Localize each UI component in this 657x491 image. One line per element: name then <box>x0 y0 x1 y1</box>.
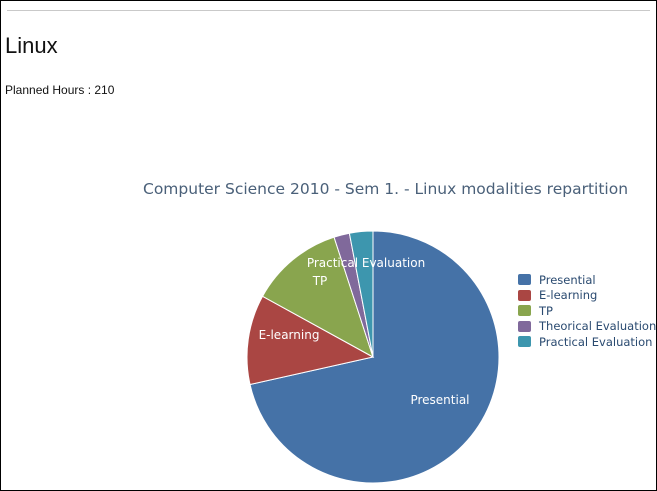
pie-slice-e-learning[interactable] <box>246 295 375 386</box>
page-title: Linux <box>5 33 58 58</box>
legend-item-practical-evaluation[interactable]: Practical Evaluation <box>518 334 656 350</box>
legend-item-tp[interactable]: TP <box>518 303 656 319</box>
legend-swatch <box>518 305 531 317</box>
slice-label-e-learning: E-learning <box>259 328 320 342</box>
legend-item-presential[interactable]: Presential <box>518 272 656 288</box>
pie-slice-tp[interactable] <box>261 236 374 359</box>
legend-swatch <box>518 289 531 301</box>
top-divider <box>7 10 650 11</box>
slice-label-tp: TP <box>312 274 328 288</box>
legend-item-e-learning[interactable]: E-learning <box>518 288 656 304</box>
pie-slices <box>246 230 500 484</box>
legend-label: TP <box>539 303 553 318</box>
legend-swatch <box>518 274 531 286</box>
chart-title: Computer Science 2010 - Sem 1. - Linux m… <box>143 180 629 198</box>
pie-slice-practical-evaluation[interactable] <box>348 230 374 358</box>
pie-slice-presential[interactable] <box>249 230 500 484</box>
slice-label-practical-evaluation: Practical Evaluation <box>307 256 425 270</box>
legend-swatch <box>518 320 531 332</box>
slice-label-presential: Presential <box>410 393 469 407</box>
legend-label: Presential <box>539 272 596 287</box>
chart-legend: Presential E-learning TP Theorical Evaluati… <box>518 272 656 350</box>
legend-label: Theorical Evaluation <box>539 319 657 334</box>
planned-hours: Planned Hours : 210 <box>5 83 115 97</box>
legend-label: Practical Evaluation <box>539 334 653 349</box>
legend-label: E-learning <box>539 288 598 303</box>
legend-swatch <box>518 336 531 348</box>
legend-item-theorical-evaluation[interactable]: Theorical Evaluation <box>518 319 656 335</box>
pie-labels: Presential E-learning TP Practical Evaluati… <box>259 256 470 407</box>
